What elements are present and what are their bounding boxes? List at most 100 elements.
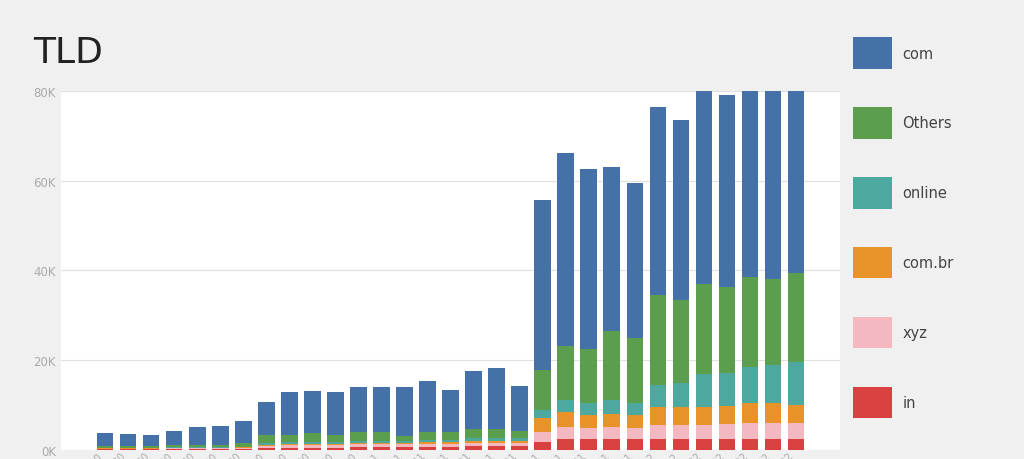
Bar <box>695 374 712 407</box>
Bar <box>649 439 667 450</box>
Bar <box>741 423 758 439</box>
FancyBboxPatch shape <box>853 247 892 279</box>
Bar <box>281 392 298 435</box>
Bar <box>465 446 482 450</box>
Bar <box>787 439 804 450</box>
Text: Others: Others <box>902 116 951 131</box>
Bar <box>143 448 160 449</box>
Bar <box>511 431 528 438</box>
Bar <box>581 415 597 428</box>
Bar <box>350 444 367 447</box>
Bar <box>304 445 321 448</box>
Bar <box>557 412 574 427</box>
Bar <box>695 284 712 374</box>
Bar <box>396 443 413 444</box>
Bar <box>396 441 413 443</box>
Bar <box>673 300 689 383</box>
Bar <box>258 436 274 443</box>
Bar <box>581 428 597 440</box>
Bar <box>627 338 643 403</box>
Bar <box>557 427 574 440</box>
Bar <box>603 414 621 427</box>
Bar <box>327 445 344 448</box>
Bar <box>396 447 413 450</box>
Text: xyz: xyz <box>902 325 927 341</box>
Bar <box>719 406 735 424</box>
Bar <box>442 390 459 432</box>
Bar <box>189 427 206 445</box>
Bar <box>627 440 643 450</box>
Bar <box>673 439 689 450</box>
Bar <box>649 107 667 296</box>
Bar <box>627 415 643 428</box>
Bar <box>557 154 574 346</box>
Bar <box>189 449 206 450</box>
Bar <box>535 200 551 370</box>
Bar <box>258 448 274 450</box>
Bar <box>535 370 551 410</box>
Bar <box>234 449 252 450</box>
FancyBboxPatch shape <box>853 108 892 140</box>
Bar <box>419 443 436 447</box>
Bar <box>719 424 735 439</box>
Bar <box>695 407 712 425</box>
Bar <box>234 447 252 448</box>
Bar <box>373 442 390 444</box>
Bar <box>327 448 344 450</box>
Bar <box>649 425 667 439</box>
Bar <box>719 439 735 450</box>
Bar <box>627 184 643 338</box>
Bar <box>350 432 367 441</box>
Bar <box>442 442 459 443</box>
Bar <box>488 429 505 438</box>
Bar <box>373 447 390 450</box>
Bar <box>765 56 781 280</box>
Bar <box>350 442 367 444</box>
Bar <box>419 442 436 443</box>
Bar <box>258 402 274 436</box>
Bar <box>741 367 758 403</box>
Bar <box>143 446 160 448</box>
Bar <box>97 449 114 450</box>
Bar <box>649 385 667 407</box>
Bar <box>304 448 321 450</box>
FancyBboxPatch shape <box>853 178 892 209</box>
Bar <box>304 444 321 445</box>
Bar <box>97 433 114 446</box>
Bar <box>281 445 298 448</box>
Bar <box>557 400 574 412</box>
Bar <box>189 445 206 448</box>
Bar <box>511 386 528 431</box>
Bar <box>488 438 505 441</box>
Bar <box>304 442 321 444</box>
Bar <box>557 346 574 400</box>
Bar <box>442 440 459 442</box>
Bar <box>465 430 482 438</box>
Bar <box>350 447 367 450</box>
Bar <box>741 72 758 278</box>
Bar <box>695 439 712 450</box>
Bar <box>327 442 344 444</box>
Text: TLD: TLD <box>34 36 103 70</box>
Bar <box>143 435 160 446</box>
Bar <box>581 440 597 450</box>
Bar <box>511 442 528 446</box>
Bar <box>373 441 390 442</box>
Bar <box>258 445 274 446</box>
Bar <box>97 446 114 448</box>
Bar <box>419 432 436 440</box>
Bar <box>373 387 390 432</box>
Bar <box>488 446 505 450</box>
Bar <box>557 440 574 450</box>
Bar <box>511 441 528 442</box>
Bar <box>627 428 643 440</box>
Bar <box>258 443 274 445</box>
FancyBboxPatch shape <box>853 317 892 349</box>
Bar <box>166 448 182 449</box>
Bar <box>741 439 758 450</box>
Text: com.br: com.br <box>902 256 953 271</box>
Bar <box>488 369 505 429</box>
Bar <box>419 440 436 442</box>
FancyBboxPatch shape <box>853 38 892 70</box>
Bar <box>535 442 551 450</box>
